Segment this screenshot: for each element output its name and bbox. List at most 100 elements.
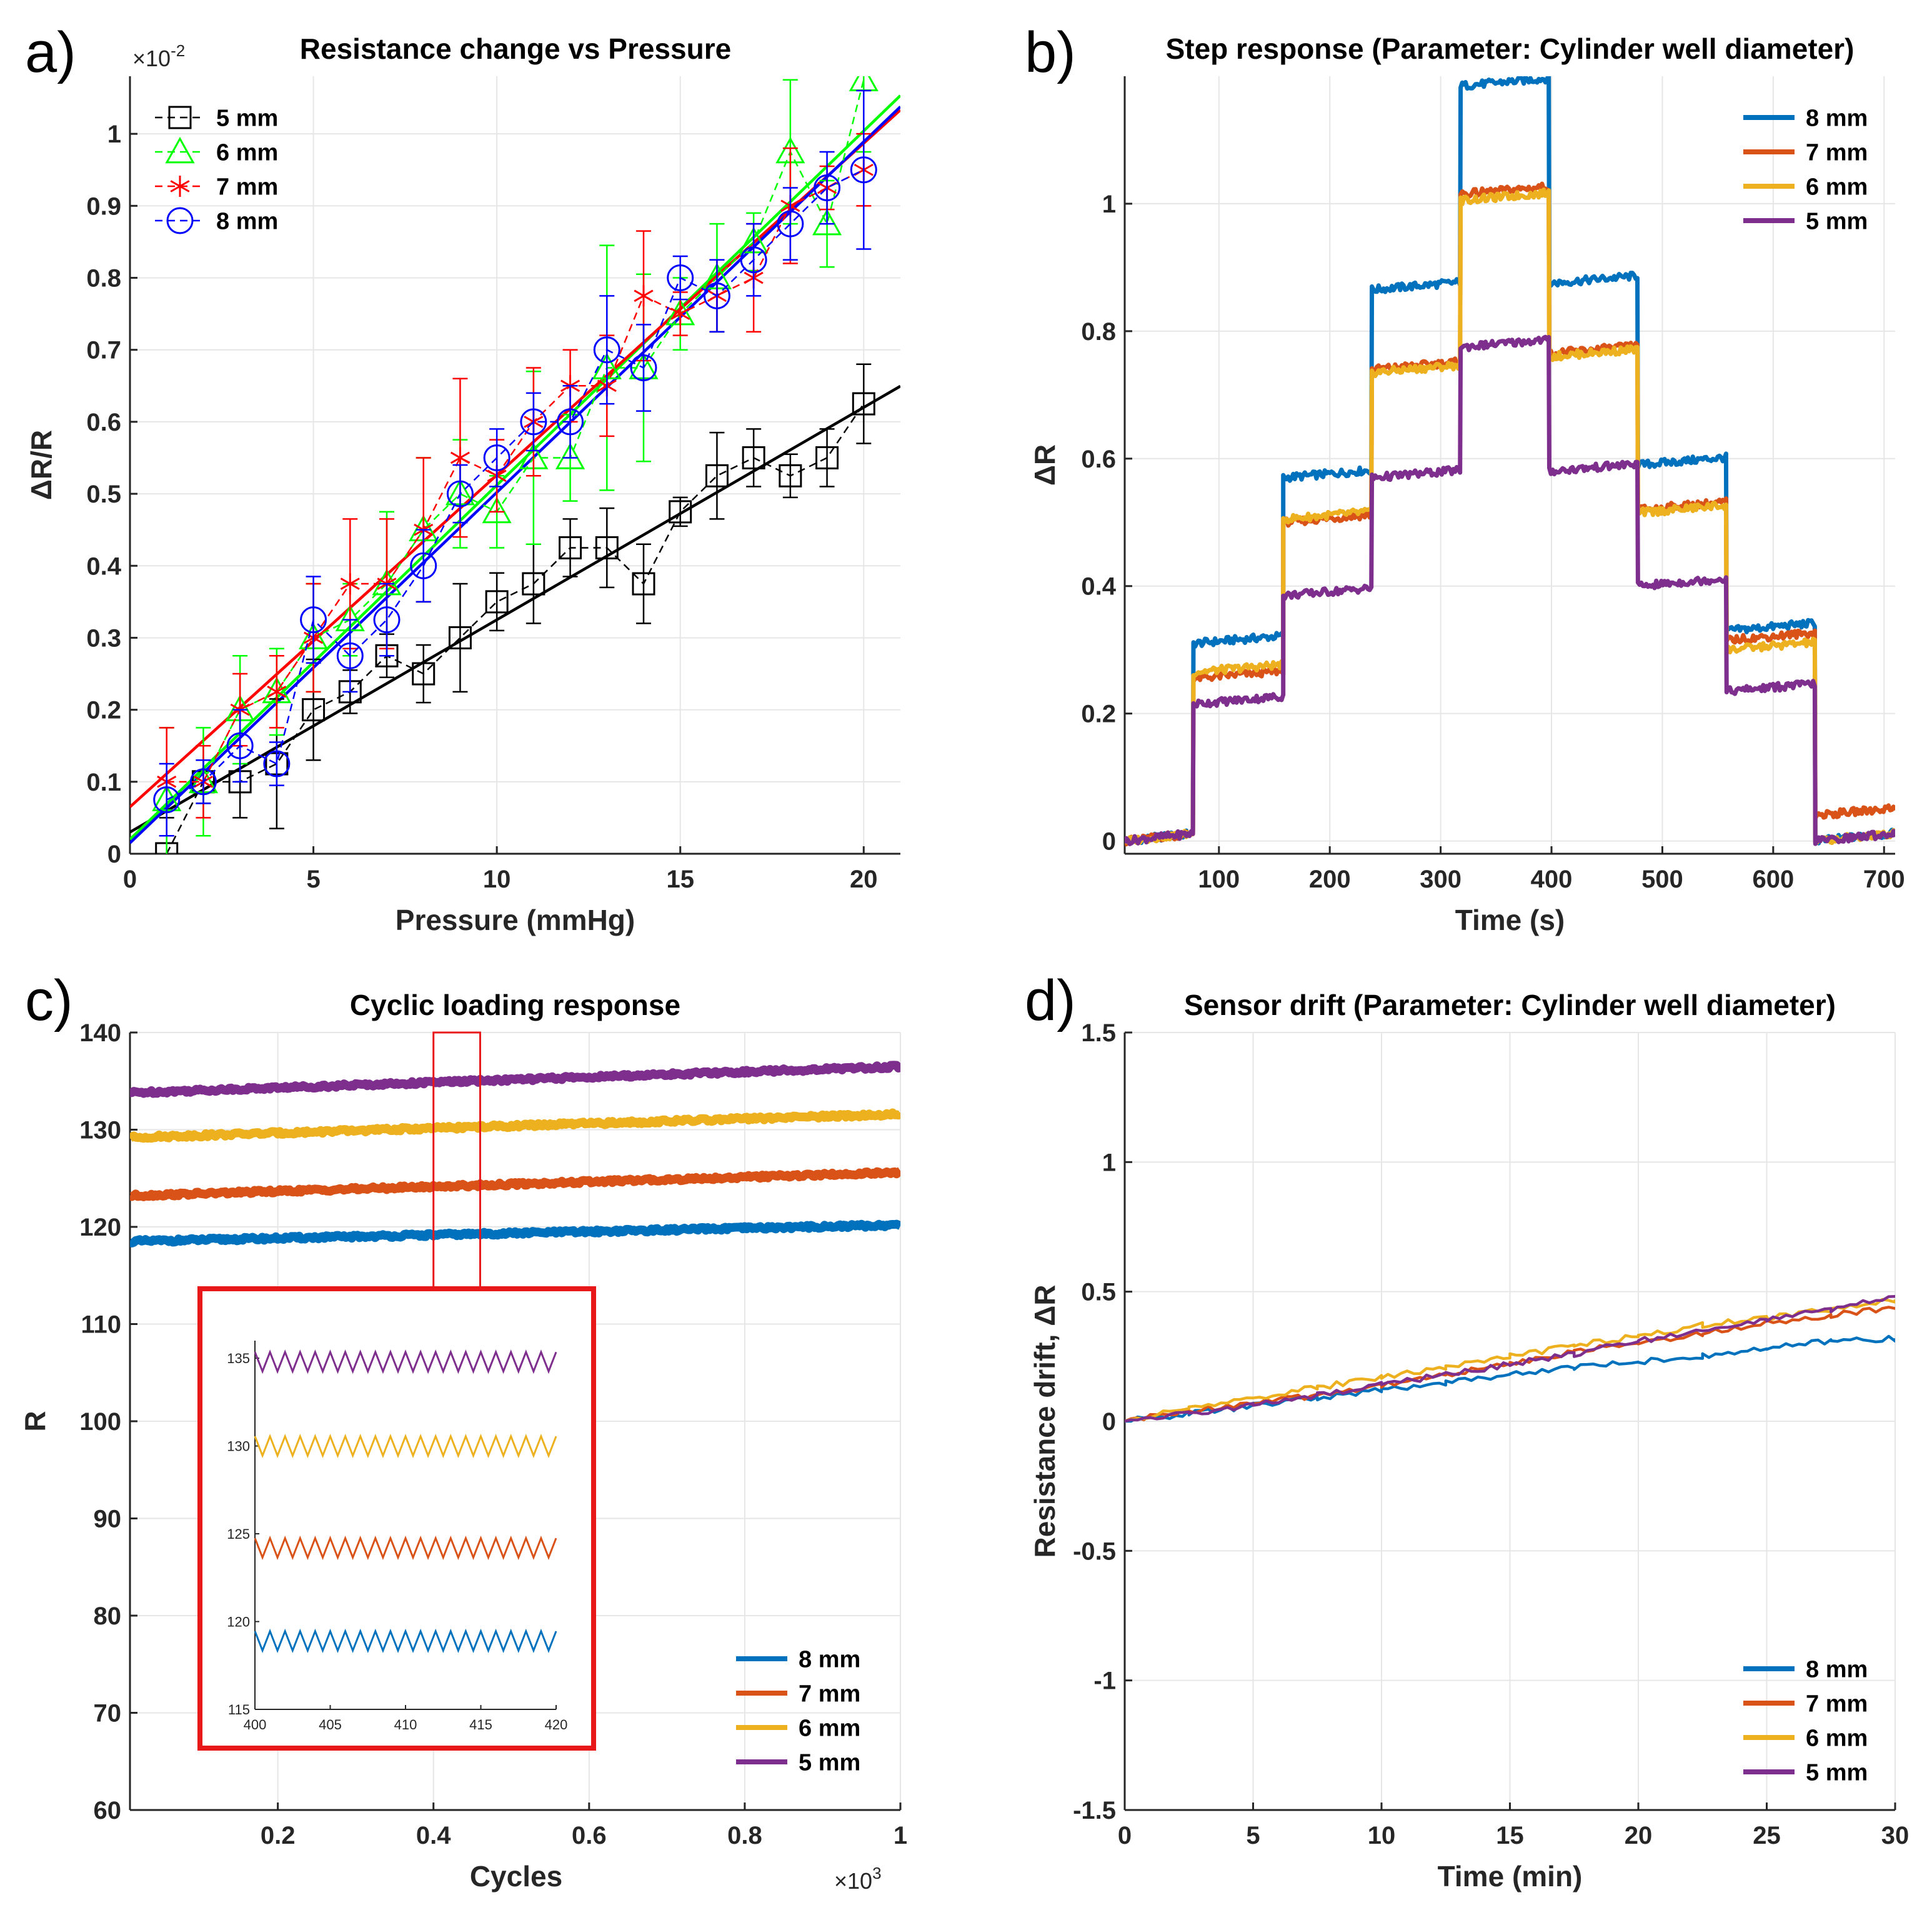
y-tick-label: 0.6 (1081, 446, 1116, 473)
data-point (632, 572, 655, 596)
y-tick-label: 0.4 (86, 552, 121, 580)
series-line (1125, 188, 1895, 846)
data-point (815, 446, 839, 469)
fit-line (130, 384, 900, 834)
y-tick-label: 90 (94, 1506, 122, 1533)
data-point (336, 642, 364, 669)
data-point (559, 536, 582, 559)
data-point (670, 303, 690, 325)
x-axis-label: Pressure (mmHg) (396, 904, 635, 936)
legend-label: 5 mm (1806, 1759, 1868, 1786)
data-point (557, 408, 584, 436)
x-tick-label: 300 (1420, 866, 1461, 893)
y-tick-label: 140 (79, 1019, 121, 1047)
x-tick-label: 100 (1198, 866, 1240, 893)
data-point (777, 210, 804, 238)
x-tick-label: 200 (1309, 866, 1351, 893)
y-tick-label: -1.5 (1073, 1797, 1116, 1824)
legend-label: 6 mm (1806, 174, 1868, 200)
inset-series-line (254, 1628, 557, 1654)
legend-label: 5 mm (799, 1749, 860, 1776)
series-line (1125, 1295, 1895, 1423)
legend-label: 7 mm (1806, 1691, 1868, 1717)
data-point (446, 480, 474, 508)
legend-label: 8 mm (799, 1646, 860, 1672)
y-axis-label: ΔR/R (25, 430, 57, 500)
data-point (153, 786, 181, 814)
y-tick-label: 0.7 (86, 337, 121, 364)
y-tick-label: 0.5 (1081, 1279, 1116, 1306)
series-line (1125, 181, 1895, 847)
data-point (669, 500, 692, 524)
data-point (267, 681, 287, 702)
y-tick-label: 80 (94, 1602, 122, 1630)
data-point (373, 606, 401, 634)
x-tick-label: 700 (1863, 866, 1905, 893)
y-tick-label: 0.2 (1081, 701, 1116, 728)
legend-label: 6 mm (216, 139, 278, 166)
chart-title: Step response (Parameter: Cylinder well … (1166, 32, 1855, 65)
star-stroke (170, 180, 190, 192)
data-point (263, 750, 291, 778)
y-tick-label: 0.4 (1081, 573, 1116, 601)
y-tick-label: 0.9 (86, 192, 121, 220)
series-line (166, 403, 865, 854)
fit-line (130, 109, 900, 808)
y-exponent-power: -2 (171, 41, 185, 60)
x-tick-label: 0.2 (261, 1822, 296, 1849)
data-point (189, 768, 217, 796)
legend-label: 5 mm (1806, 208, 1868, 234)
series-line (130, 1219, 900, 1248)
data-point (300, 606, 327, 634)
inset-x-tick-label: 420 (545, 1717, 568, 1732)
y-tick-label: 120 (79, 1214, 121, 1241)
data-point (812, 209, 842, 236)
y-tick-label: 1 (1102, 191, 1116, 218)
x-tick-label: 5 (1246, 1822, 1260, 1849)
data-point (483, 444, 510, 471)
inset-x-tick-label: 415 (469, 1717, 492, 1732)
y-tick-label: 1 (107, 121, 121, 148)
y-tick-label: 0 (1102, 828, 1116, 856)
x-tick-label: 10 (1368, 1822, 1396, 1849)
chart-title: Cyclic loading response (350, 989, 680, 1021)
data-point (485, 590, 509, 614)
y-tick-label: 0 (1102, 1408, 1116, 1436)
data-point (742, 446, 765, 469)
plot-area (1125, 76, 1895, 847)
x-tick-label: 0.8 (727, 1822, 762, 1849)
y-axis-label: ΔR (1028, 444, 1061, 486)
inset-x-tick-label: 405 (319, 1717, 342, 1732)
data-point (482, 496, 512, 524)
star-stroke (340, 578, 360, 590)
series-line (1125, 76, 1895, 846)
data-point (814, 174, 841, 202)
x-tick-label: 5 (306, 866, 320, 893)
data-point (340, 573, 360, 595)
series-line (130, 1061, 900, 1098)
data-point (667, 264, 694, 292)
star-stroke (670, 308, 690, 320)
y-tick-label: 1.5 (1081, 1019, 1116, 1047)
y-tick-label: 0.2 (86, 697, 121, 724)
legend-label: 8 mm (1806, 1656, 1868, 1682)
legend-label: 6 mm (799, 1715, 860, 1741)
y-tick-label: 0.1 (86, 769, 121, 796)
fit-line (130, 106, 900, 844)
data-point (703, 282, 730, 309)
x-tick-label: 10 (483, 866, 511, 893)
inset-series-line (254, 1535, 557, 1561)
panel-label: b) (1025, 21, 1076, 84)
fit-line (130, 94, 900, 841)
x-tick-label: 20 (850, 866, 878, 893)
data-point (705, 464, 729, 488)
data-point (522, 572, 545, 596)
x-tick-label: 500 (1641, 866, 1683, 893)
legend-label: 7 mm (1806, 139, 1868, 166)
panel-label: d) (1025, 969, 1076, 1032)
data-point (555, 442, 585, 469)
panel-d: 0 5 10 15 20 25 30 -1.5 -1 -0.5 0 0.5 1 1.5 Sensor dri… (1025, 969, 1909, 1892)
data-point (740, 246, 767, 274)
y-tick-label: 130 (79, 1117, 121, 1144)
